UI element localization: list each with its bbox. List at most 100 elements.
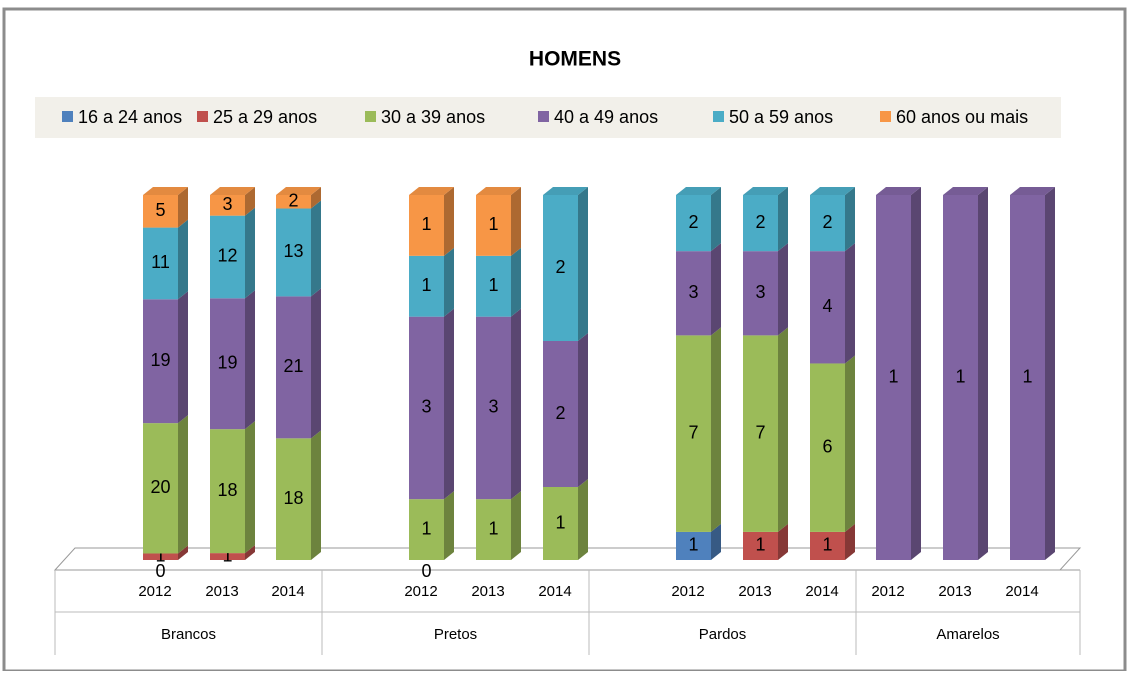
bar-segment (210, 187, 255, 216)
bar-segment (810, 523, 855, 560)
bar-segment (676, 243, 721, 336)
bar-segment (543, 187, 588, 341)
legend-label: 50 a 59 anos (729, 107, 833, 127)
data-label: 2 (555, 403, 565, 423)
bar-front (276, 438, 311, 560)
bar-segment (476, 187, 521, 256)
bar-front (409, 255, 444, 317)
x-tick-label: 2014 (538, 583, 571, 600)
bar-top (210, 187, 255, 195)
bar-side (178, 219, 188, 300)
bar-front (1010, 195, 1045, 560)
bar-segment (476, 491, 521, 560)
bar-front (810, 363, 845, 532)
bar-front (276, 296, 311, 439)
data-label: 1 (688, 535, 698, 555)
bar-side (845, 187, 855, 252)
bar-front (476, 499, 511, 560)
bar-front (543, 341, 578, 487)
bar-segment (210, 421, 255, 554)
data-label: 2 (288, 191, 298, 211)
data-label: 2 (688, 212, 698, 232)
data-label: 5 (155, 200, 165, 220)
bar-top (409, 187, 454, 195)
bar-front (210, 215, 245, 299)
bar-front (409, 195, 444, 256)
x-tick-label: 2013 (471, 583, 504, 600)
bar-side (778, 523, 788, 560)
bar-segment (409, 247, 454, 317)
bar-segment (143, 545, 188, 560)
bar-segment (676, 327, 721, 532)
group-label: Amarelos (936, 626, 999, 643)
bar-segment (409, 491, 454, 560)
bar-side (311, 288, 321, 439)
bar-segment (810, 355, 855, 532)
bar-front (210, 298, 245, 430)
bar-front (810, 531, 845, 560)
bar-side (444, 247, 454, 317)
x-tick-label: 2012 (404, 583, 437, 600)
bar-segment (210, 290, 255, 430)
x-tick-label: 2014 (805, 583, 838, 600)
data-label: 13 (283, 241, 303, 261)
data-label: 1 (488, 214, 498, 234)
data-label: 1 (1022, 366, 1032, 386)
bar-front (409, 316, 444, 500)
bar-side (711, 523, 721, 560)
bar-front (676, 335, 711, 532)
data-label: 7 (755, 422, 765, 442)
bar-top (276, 187, 321, 195)
bar-side (178, 187, 188, 228)
bar-segment (276, 288, 321, 439)
bar-side (311, 187, 321, 209)
bar-side (178, 291, 188, 424)
data-label: 19 (217, 352, 237, 372)
bar-segment (743, 243, 788, 336)
bar-side (778, 187, 788, 252)
legend-swatch (713, 111, 724, 122)
legend-swatch (880, 111, 891, 122)
x-tick-label: 2012 (671, 583, 704, 600)
bar-side (444, 187, 454, 256)
bar-segment (743, 523, 788, 560)
bar-segment (143, 187, 188, 228)
bar-side (444, 491, 454, 560)
bar-segment (276, 430, 321, 560)
bar-segment (143, 291, 188, 424)
legend-label: 30 a 39 anos (381, 107, 485, 127)
legend-swatch (538, 111, 549, 122)
bar-front (143, 195, 178, 228)
bar-front (676, 531, 711, 560)
data-label: 0 (155, 561, 165, 581)
bar-side (578, 187, 588, 341)
x-tick-label: 2014 (271, 583, 304, 600)
data-label: 18 (217, 480, 237, 500)
bar-side (511, 247, 521, 317)
bar-side (711, 187, 721, 252)
x-tick-label: 2012 (138, 583, 171, 600)
data-label: 3 (421, 397, 431, 417)
bar-segment (543, 333, 588, 487)
data-label: 3 (222, 194, 232, 214)
bar-front (743, 335, 778, 532)
bar-front (476, 316, 511, 500)
bar-segment (743, 327, 788, 532)
group-label: Brancos (161, 626, 216, 643)
data-label: 1 (488, 518, 498, 538)
bar-side (245, 421, 255, 554)
data-label: 1 (421, 214, 431, 234)
bar-segment (810, 187, 855, 252)
bar-front (743, 531, 778, 560)
bar-segment (210, 207, 255, 299)
data-label: 3 (688, 282, 698, 302)
legend-swatch (197, 111, 208, 122)
bar-front (143, 423, 178, 554)
group-label: Pretos (434, 626, 477, 643)
bar-front (743, 195, 778, 252)
bar-front (276, 208, 311, 297)
bar-side (778, 327, 788, 532)
data-label: 3 (488, 397, 498, 417)
data-label: 6 (822, 436, 832, 456)
